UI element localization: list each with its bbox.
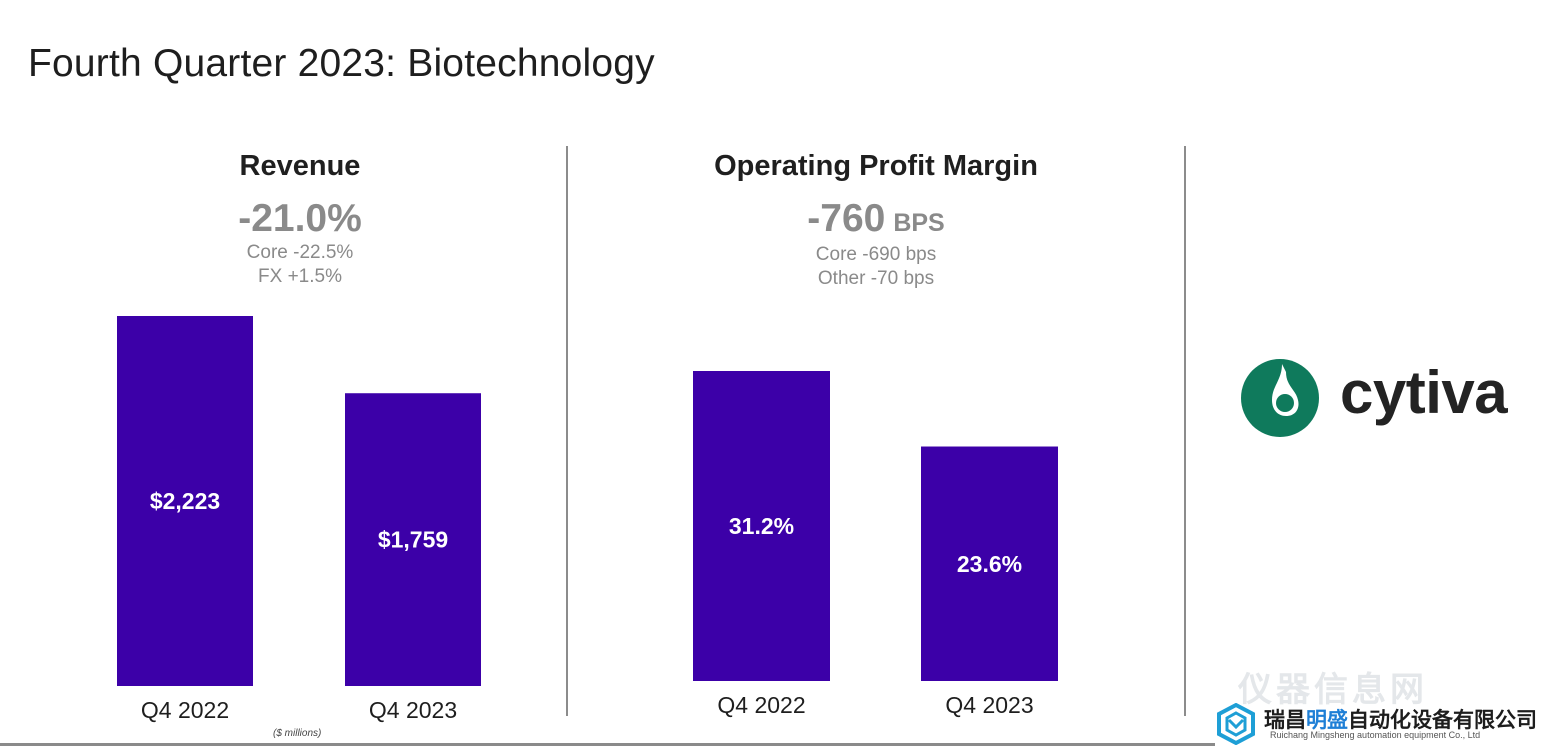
page-title: Fourth Quarter 2023: Biotechnology bbox=[28, 42, 655, 85]
revenue-bar-label-2: $1,759 bbox=[378, 527, 448, 553]
watermark-company-name: 瑞昌明盛自动化设备有限公司 bbox=[1264, 704, 1537, 734]
watermark-company-suffix: 自动化设备有限公司 bbox=[1348, 709, 1537, 732]
revenue-unit-footnote: ($ millions) bbox=[273, 728, 322, 739]
watermark-faded-text: 仪器信息网 bbox=[1238, 671, 1428, 709]
margin-title: Operating Profit Margin bbox=[714, 150, 1038, 182]
cytiva-logo-text: cytiva bbox=[1340, 359, 1508, 426]
revenue-change: -21.0% bbox=[238, 197, 362, 240]
margin-bar-label-2: 23.6% bbox=[957, 551, 1022, 577]
panel-divider-right bbox=[1184, 146, 1186, 716]
margin-bar-1 bbox=[693, 371, 830, 681]
revenue-core-change: Core -22.5% bbox=[246, 242, 354, 263]
panel-divider-left bbox=[566, 146, 568, 716]
revenue-fx-change: FX +1.5% bbox=[258, 266, 342, 287]
revenue-category-label-2: Q4 2023 bbox=[369, 697, 457, 723]
revenue-bar-label-1: $2,223 bbox=[150, 488, 220, 514]
revenue-bar-chart: $2,223 Q4 2022 $1,759 Q4 2023 bbox=[117, 316, 481, 723]
margin-bar-2 bbox=[921, 446, 1058, 681]
revenue-bar-2 bbox=[345, 393, 481, 686]
margin-other-change: Other -70 bps bbox=[817, 268, 935, 289]
margin-category-label-1: Q4 2022 bbox=[717, 692, 805, 718]
watermark-hex-icon bbox=[1217, 703, 1255, 745]
watermark-company-highlight: 明盛 bbox=[1306, 709, 1348, 732]
revenue-title: Revenue bbox=[239, 150, 361, 182]
cytiva-logo-mark bbox=[1241, 359, 1319, 437]
watermark-company-prefix: 瑞昌 bbox=[1264, 709, 1306, 732]
margin-bar-chart: 31.2% Q4 2022 23.6% Q4 2023 bbox=[693, 371, 1058, 718]
margin-change-value: -760 bbox=[807, 197, 886, 240]
cytiva-logo: cytiva bbox=[1238, 356, 1538, 440]
margin-bar-label-1: 31.2% bbox=[729, 513, 794, 539]
revenue-panel: Revenue -21.0% Core -22.5% FX +1.5% bbox=[70, 0, 530, 747]
margin-core-change: Core -690 bps bbox=[815, 244, 937, 265]
watermark-company: 瑞昌明盛自动化设备有限公司 Ruichang Mingsheng automat… bbox=[1216, 702, 1543, 747]
margin-change: -760 BPS bbox=[646, 197, 1106, 241]
margin-change-unit: BPS bbox=[893, 209, 945, 237]
margin-category-label-2: Q4 2023 bbox=[945, 692, 1033, 718]
margin-panel: Operating Profit Margin -760 BPS Core -69… bbox=[646, 0, 1106, 747]
revenue-bar-1 bbox=[117, 316, 253, 686]
revenue-category-label-1: Q4 2022 bbox=[141, 697, 229, 723]
watermark-company-en: Ruichang Mingsheng automation equipment … bbox=[1270, 730, 1481, 740]
bottom-rule bbox=[0, 743, 1215, 746]
